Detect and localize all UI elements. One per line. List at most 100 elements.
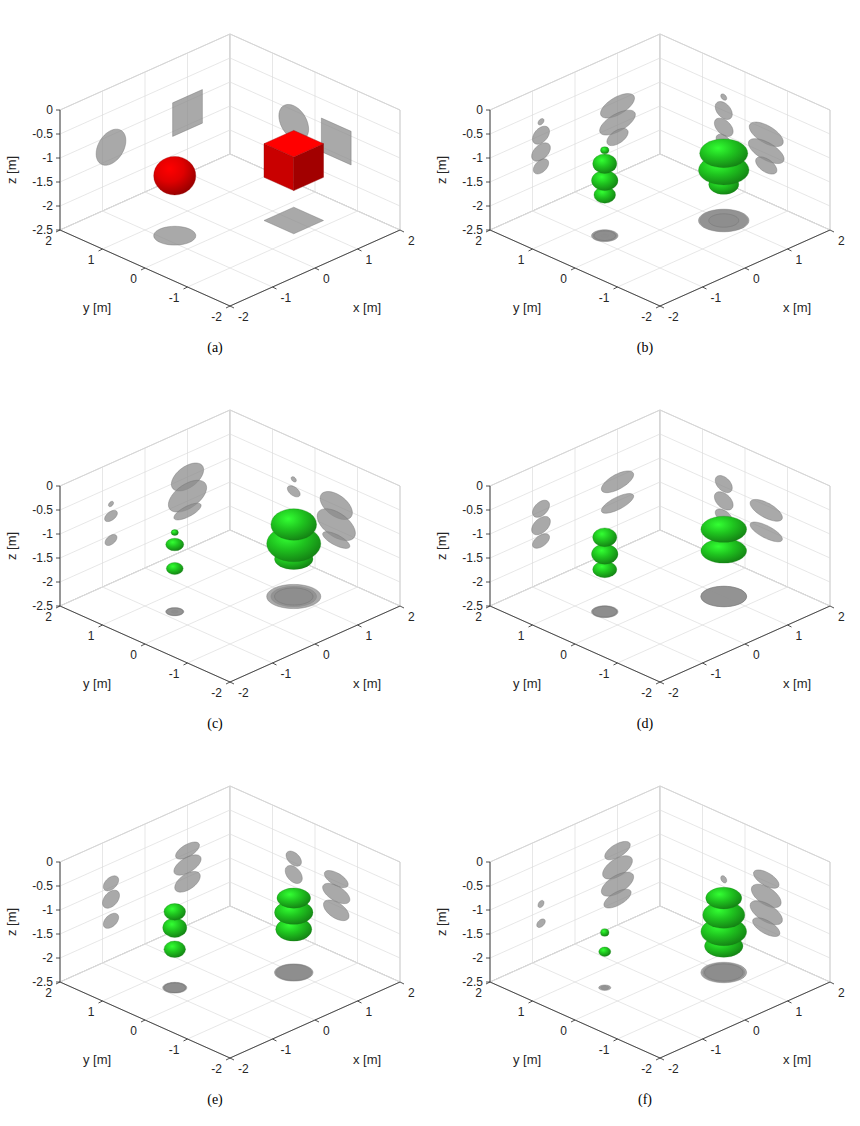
x-tick bbox=[230, 1058, 234, 1060]
x-axis-line bbox=[230, 982, 400, 1058]
figure: -2-1012-2-1012-2.5-2-1.5-1-0.50x [m]y [m… bbox=[0, 0, 860, 1126]
wall bbox=[60, 530, 400, 682]
projection bbox=[103, 890, 120, 908]
z-tick-label: -2.5 bbox=[462, 223, 483, 237]
y-tick bbox=[226, 306, 230, 308]
grid-line bbox=[660, 882, 830, 958]
y-tick bbox=[656, 1058, 660, 1060]
z-tick-label: -2 bbox=[472, 575, 483, 589]
grid-line bbox=[230, 786, 231, 906]
grid-line bbox=[490, 130, 660, 206]
y-axis-line bbox=[60, 230, 230, 306]
y-tick-label: 1 bbox=[88, 629, 95, 643]
y-tick bbox=[529, 625, 533, 627]
projection bbox=[701, 586, 747, 606]
grid bbox=[490, 786, 830, 1058]
grid-line bbox=[230, 982, 400, 1058]
x-tick-label: 1 bbox=[366, 1005, 373, 1019]
z-tick bbox=[56, 934, 60, 935]
projections bbox=[532, 94, 784, 242]
grid-line bbox=[660, 230, 830, 306]
x-tick bbox=[358, 1001, 362, 1003]
x-tick bbox=[315, 268, 319, 270]
projection bbox=[321, 118, 351, 165]
grid-line bbox=[60, 82, 230, 158]
y-tick bbox=[99, 1001, 103, 1003]
y-axis-line bbox=[490, 982, 660, 1058]
x-tick bbox=[315, 644, 319, 646]
grid-line bbox=[490, 906, 660, 982]
grid-line bbox=[787, 467, 788, 587]
grid-line bbox=[490, 154, 660, 230]
walls bbox=[490, 410, 830, 682]
projection bbox=[592, 230, 618, 242]
grid-line bbox=[660, 34, 661, 154]
projection bbox=[173, 90, 203, 137]
grid-line bbox=[490, 834, 660, 910]
projection bbox=[166, 608, 184, 616]
y-tick bbox=[571, 268, 575, 270]
projection bbox=[532, 516, 551, 534]
x-axis-title: x [m] bbox=[783, 300, 811, 315]
y-tick-label: 1 bbox=[88, 1005, 95, 1019]
z-tick bbox=[486, 110, 490, 111]
isosurface-blob bbox=[601, 147, 609, 154]
grid-line bbox=[490, 530, 660, 606]
y-tick bbox=[486, 982, 490, 984]
z-axis-title: z [m] bbox=[4, 532, 19, 560]
y-axis-title: y [m] bbox=[513, 300, 541, 315]
isosurface-blob bbox=[171, 530, 178, 536]
z-tick-label: -1.5 bbox=[462, 551, 483, 565]
x-axis-title: x [m] bbox=[353, 300, 381, 315]
z-tick-label: -1.5 bbox=[462, 927, 483, 941]
x-tick-label: 1 bbox=[366, 253, 373, 267]
grid-line bbox=[230, 130, 400, 206]
x-tick-label: -1 bbox=[711, 291, 722, 305]
axes: -2-1012-2-1012-2.5-2-1.5-1-0.50x [m]y [m… bbox=[4, 103, 415, 324]
z-tick-label: -2 bbox=[472, 199, 483, 213]
x-tick-label: -2 bbox=[238, 310, 249, 324]
grid-line bbox=[60, 906, 230, 982]
grid-line bbox=[230, 58, 400, 134]
grid-line bbox=[490, 506, 660, 582]
grid-line bbox=[103, 549, 273, 625]
z-tick-label: -1 bbox=[42, 527, 53, 541]
grid-line bbox=[575, 72, 576, 192]
panel: -2-1012-2-1012-2.5-2-1.5-1-0.50x [m]y [m… bbox=[434, 786, 845, 1108]
projection bbox=[323, 532, 350, 549]
plot-area bbox=[532, 471, 783, 618]
projection bbox=[593, 606, 617, 617]
z-axis-title: z [m] bbox=[4, 156, 19, 184]
grid-line bbox=[618, 587, 788, 663]
x-axis-title: x [m] bbox=[783, 676, 811, 691]
z-tick bbox=[56, 110, 60, 111]
z-tick bbox=[56, 958, 60, 959]
projection bbox=[701, 586, 747, 606]
isosurface-blob bbox=[601, 929, 609, 937]
y-tick-label: -1 bbox=[169, 1043, 180, 1057]
x-tick-label: -2 bbox=[668, 686, 679, 700]
y-tick bbox=[184, 663, 188, 665]
isosurface-blob bbox=[164, 904, 186, 921]
projection bbox=[750, 499, 782, 521]
wall bbox=[60, 906, 400, 1058]
grid-line bbox=[145, 824, 146, 944]
z-tick bbox=[56, 582, 60, 583]
x-tick bbox=[400, 230, 404, 232]
z-tick-label: -1 bbox=[472, 903, 483, 917]
projection bbox=[607, 128, 628, 145]
z-tick bbox=[56, 486, 60, 487]
grid-line bbox=[60, 906, 230, 982]
projections bbox=[96, 90, 351, 246]
x-tick bbox=[788, 1001, 792, 1003]
grid-line bbox=[660, 982, 830, 1058]
z-tick-label: -0.5 bbox=[462, 127, 483, 141]
grid bbox=[490, 410, 830, 682]
projection bbox=[105, 510, 118, 521]
projection bbox=[166, 608, 183, 616]
isosurfaces bbox=[154, 130, 324, 195]
grid-line bbox=[60, 810, 230, 886]
wall bbox=[490, 530, 830, 682]
y-tick-label: -1 bbox=[599, 1043, 610, 1057]
x-tick-label: 0 bbox=[323, 1024, 330, 1038]
